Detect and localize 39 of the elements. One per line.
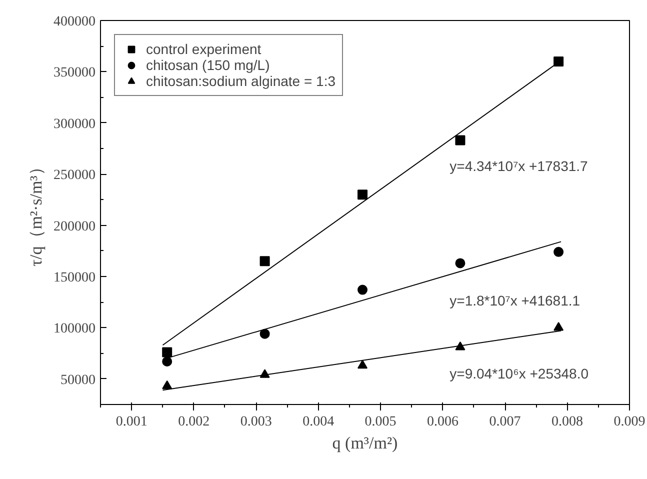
y-tick-label: 150000 xyxy=(54,270,96,286)
point xyxy=(455,341,466,350)
x-axis-title: q (m³/m²) xyxy=(332,434,398,452)
point xyxy=(358,190,368,200)
annotation: y=4.34*10⁷x +17831.7 xyxy=(450,158,588,174)
annotation: y=9.04*10⁶x +25348.0 xyxy=(450,365,589,382)
annotation: y=1.8*10⁷x +41681.1 xyxy=(450,292,580,309)
x-tick-label: 0.003 xyxy=(240,414,272,430)
x-tick-label: 0.009 xyxy=(614,414,646,430)
legend-label: chitosan:sodium alginate = 1:3 xyxy=(146,73,336,89)
y-tick-label: 300000 xyxy=(54,116,96,132)
x-tick-label: 0.002 xyxy=(178,414,210,430)
point xyxy=(260,328,270,339)
x-tick-label: 0.004 xyxy=(302,414,334,430)
y-tick-label: 200000 xyxy=(54,219,96,234)
x-tick-label: 0.006 xyxy=(427,414,459,430)
legend-label: control experiment xyxy=(146,41,262,57)
point xyxy=(554,246,564,257)
y-tick-label: 250000 xyxy=(54,168,96,184)
y-axis-title: τ/q（m²·s/m³） xyxy=(26,158,46,266)
x-tick-label: 0.001 xyxy=(116,414,148,430)
y-tick-label: 100000 xyxy=(54,322,96,337)
point xyxy=(455,135,466,146)
point xyxy=(554,56,564,66)
point xyxy=(162,356,172,366)
y-tick-label: 350000 xyxy=(54,66,96,81)
point xyxy=(358,360,368,369)
x-tick-label: 0.008 xyxy=(552,414,584,430)
y-tick-label: 400000 xyxy=(54,14,96,30)
point xyxy=(358,284,368,295)
point xyxy=(260,256,270,266)
point xyxy=(162,380,172,390)
y-tick-label: 50000 xyxy=(60,372,96,388)
legend-label: chitosan (150 mg/L) xyxy=(146,57,270,73)
point xyxy=(554,322,564,331)
x-tick-label: 0.005 xyxy=(364,414,396,430)
x-tick-label: 0.007 xyxy=(489,414,521,430)
point xyxy=(162,347,172,358)
point xyxy=(455,258,466,268)
